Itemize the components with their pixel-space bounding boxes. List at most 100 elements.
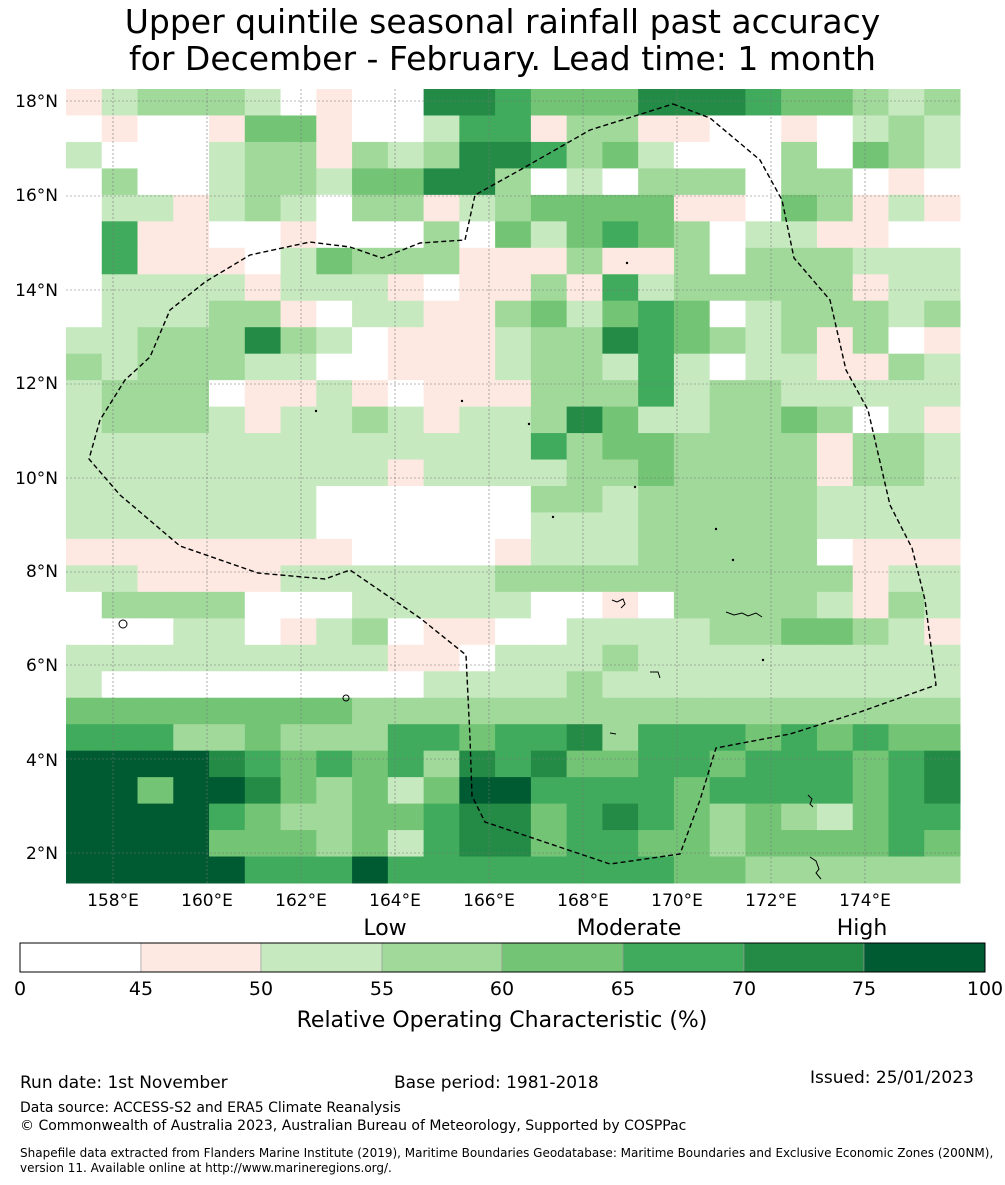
roc-grid-cell (816, 353, 854, 381)
roc-grid-cell (137, 406, 174, 434)
roc-grid-cell (530, 221, 568, 249)
roc-grid-cell (924, 856, 961, 884)
roc-grid-cell (888, 644, 925, 672)
roc-grid-cell (888, 194, 925, 222)
roc-grid-cell (673, 538, 711, 566)
roc-grid-cell (566, 856, 603, 884)
roc-grid-cell (316, 221, 353, 249)
lon-label: 166°E (463, 891, 515, 911)
roc-grid-cell (280, 353, 317, 381)
roc-grid-cell (101, 89, 139, 116)
roc-grid-cell (101, 538, 139, 566)
roc-grid-cell (530, 618, 568, 646)
island (527, 422, 531, 426)
roc-grid-cell (709, 274, 746, 302)
roc-grid-cell (66, 618, 103, 646)
roc-grid-cell (602, 777, 639, 805)
roc-grid-cell (423, 300, 460, 328)
roc-grid-cell (816, 618, 854, 646)
roc-grid-cell (709, 565, 746, 593)
roc-grid-cell (101, 618, 139, 646)
roc-grid-cell (66, 380, 103, 408)
roc-grid-cell (459, 486, 496, 513)
roc-grid-cell (459, 247, 496, 275)
roc-grid-cell (566, 671, 603, 699)
roc-grid-cell (781, 433, 818, 461)
roc-grid-cell (316, 671, 353, 699)
roc-grid-cell (530, 168, 568, 196)
roc-grid-cell (852, 89, 889, 116)
roc-grid-cell (852, 565, 889, 593)
roc-grid-cell (888, 406, 925, 434)
roc-grid-cell (924, 671, 961, 699)
roc-grid-cell (745, 750, 782, 778)
island (611, 598, 626, 609)
roc-grid-cell (352, 247, 389, 275)
roc-grid-cell (387, 512, 425, 540)
roc-grid-cell (352, 380, 389, 408)
roc-grid-cell (673, 591, 711, 619)
roc-grid-cell (673, 380, 711, 408)
roc-grid-cell (638, 459, 675, 487)
roc-grid-cell (423, 644, 460, 672)
roc-grid-cell (888, 803, 925, 831)
roc-grid-cell (209, 644, 246, 672)
roc-grid-cell (495, 380, 532, 408)
roc-grid-cell (423, 830, 460, 858)
roc-grid-cell (709, 724, 746, 752)
roc-grid-cell (888, 671, 925, 699)
roc-grid-cell (244, 671, 282, 699)
roc-grid-cell (602, 512, 639, 540)
roc-grid-cell (137, 353, 174, 381)
roc-grid-cell (459, 565, 496, 593)
roc-grid-cell (137, 168, 174, 196)
roc-grid-cell (638, 168, 675, 196)
roc-grid-cell (745, 89, 782, 116)
roc-grid-cell (816, 671, 854, 699)
roc-grid-cell (781, 141, 818, 169)
roc-grid-cell (387, 856, 425, 884)
roc-grid-cell (888, 618, 925, 646)
roc-grid-cell (459, 512, 496, 540)
roc-grid-cell (244, 247, 282, 275)
roc-grid-cell (423, 856, 460, 884)
roc-grid-cell (280, 247, 317, 275)
roc-grid-cell (244, 591, 282, 619)
roc-grid-cell (638, 591, 675, 619)
legend-axis-label: Relative Operating Characteristic (%) (297, 1008, 708, 1033)
shapefile-credit-line-1: Shapefile data extracted from Flanders M… (20, 1146, 994, 1160)
island (725, 611, 763, 618)
legend-color-box (622, 942, 745, 973)
roc-grid-cell (530, 724, 568, 752)
roc-grid-cell (638, 221, 675, 249)
roc-grid-cell (66, 141, 103, 169)
roc-grid-cell (137, 221, 174, 249)
roc-grid-cell (316, 194, 353, 222)
roc-grid-cell (924, 538, 961, 566)
roc-grid-cell (387, 671, 425, 699)
roc-grid-cell (924, 724, 961, 752)
roc-grid-cell (387, 194, 425, 222)
map-title-line-2: for December - February. Lead time: 1 mo… (129, 39, 876, 78)
roc-grid-cell (173, 486, 210, 513)
roc-grid-cell (673, 353, 711, 381)
roc-grid-cell (137, 327, 174, 355)
roc-grid-cell (745, 406, 782, 434)
roc-grid-cell (209, 406, 246, 434)
roc-grid-cell (852, 221, 889, 249)
roc-grid-cell (173, 406, 210, 434)
roc-grid-cell (781, 247, 818, 275)
roc-grid-cell (495, 803, 532, 831)
roc-grid-cell (244, 168, 282, 196)
roc-grid-cell (101, 591, 139, 619)
roc-grid-cell (495, 327, 532, 355)
roc-grid-cell (316, 141, 353, 169)
roc-grid-cell (280, 538, 317, 566)
roc-grid-cell (852, 724, 889, 752)
roc-grid-cell (816, 697, 854, 725)
roc-grid-cell (816, 247, 854, 275)
roc-grid-cell (816, 459, 854, 487)
roc-grid-cell (244, 803, 282, 831)
roc-grid-cell (387, 644, 425, 672)
roc-grid-cell (459, 141, 496, 169)
